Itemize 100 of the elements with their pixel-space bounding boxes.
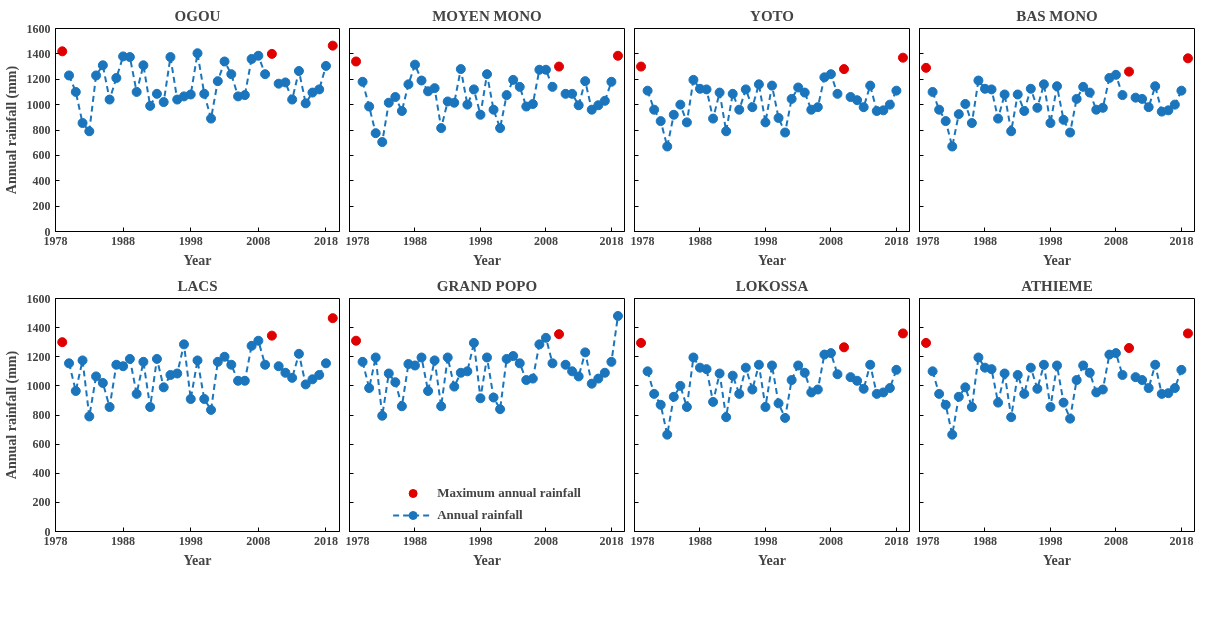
point <box>688 352 699 363</box>
point <box>165 52 176 63</box>
point <box>973 75 984 86</box>
point <box>773 398 784 409</box>
point <box>727 370 738 381</box>
point <box>429 355 440 366</box>
point <box>300 379 311 390</box>
point <box>993 397 1004 408</box>
point <box>599 95 610 106</box>
point <box>396 105 407 116</box>
point <box>185 393 196 404</box>
point <box>934 104 945 115</box>
point <box>714 87 725 98</box>
y-tick-label: 400 <box>32 466 51 481</box>
point <box>111 72 122 83</box>
x-tick-label: 2008 <box>818 233 843 248</box>
point <box>1052 81 1062 92</box>
point <box>192 48 203 59</box>
point <box>364 101 375 112</box>
point <box>1143 383 1154 394</box>
chart-title: LACS <box>177 277 218 294</box>
point <box>1052 360 1062 371</box>
point <box>953 109 964 120</box>
point <box>462 99 473 110</box>
y-tick-label: 800 <box>32 123 51 137</box>
point <box>508 74 519 85</box>
point <box>1045 402 1056 412</box>
point <box>554 329 565 340</box>
point <box>416 75 427 86</box>
x-tick-label: 1998 <box>178 533 203 548</box>
point <box>734 104 745 115</box>
x-tick-label: 2008 <box>246 233 271 248</box>
x-tick-label: 1988 <box>972 233 997 248</box>
point <box>151 353 162 364</box>
x-tick-label: 1998 <box>1038 533 1063 548</box>
point <box>475 109 486 120</box>
point <box>567 88 578 99</box>
x-tick-label: 1998 <box>753 533 778 548</box>
point <box>488 104 499 115</box>
point <box>642 366 653 377</box>
point <box>300 98 311 109</box>
point <box>1012 369 1023 380</box>
point <box>57 337 68 348</box>
x-tick-label: 1988 <box>687 533 712 548</box>
point <box>253 335 264 346</box>
point <box>1038 79 1049 90</box>
point <box>390 92 401 102</box>
point <box>260 359 271 370</box>
point <box>858 383 869 394</box>
point <box>1163 105 1174 116</box>
x-tick-label: 1978 <box>345 533 370 548</box>
point <box>891 364 902 375</box>
x-tick-label: 1988 <box>402 233 427 248</box>
point <box>468 84 479 95</box>
point <box>593 100 604 111</box>
point <box>1137 93 1148 104</box>
point <box>320 358 331 369</box>
point <box>219 351 230 362</box>
point <box>1117 369 1128 380</box>
point <box>921 62 932 73</box>
y-tick-label: 200 <box>32 199 51 214</box>
point <box>767 360 777 371</box>
point <box>884 383 895 394</box>
point <box>540 332 551 343</box>
point <box>488 392 499 403</box>
point <box>1025 362 1036 373</box>
point <box>793 82 804 93</box>
point <box>960 382 971 393</box>
point <box>1006 126 1017 137</box>
point <box>57 46 68 57</box>
point <box>612 50 623 61</box>
point <box>606 76 617 87</box>
point <box>124 353 135 364</box>
point <box>940 399 951 410</box>
point <box>357 76 368 87</box>
point <box>760 402 771 412</box>
x-tick-label: 2008 <box>533 233 558 248</box>
point <box>462 366 473 377</box>
point <box>599 367 610 378</box>
point <box>1169 383 1180 394</box>
x-tick-label: 1978 <box>630 533 655 548</box>
point <box>1065 127 1076 138</box>
point <box>495 404 506 415</box>
chart-title: GRAND POPO <box>436 277 538 294</box>
x-axis-title: Year <box>473 552 502 568</box>
point <box>145 402 156 412</box>
point <box>1032 383 1043 394</box>
x-axis-title: Year <box>183 552 212 568</box>
point <box>403 79 414 90</box>
point <box>212 76 223 87</box>
point <box>884 99 895 110</box>
point <box>1058 397 1069 408</box>
point <box>734 388 745 399</box>
point <box>986 364 997 375</box>
point <box>97 60 108 71</box>
point <box>475 393 486 404</box>
point <box>429 83 440 94</box>
point <box>934 388 945 399</box>
legend-label: Annual rainfall <box>437 507 523 523</box>
point <box>287 372 298 383</box>
